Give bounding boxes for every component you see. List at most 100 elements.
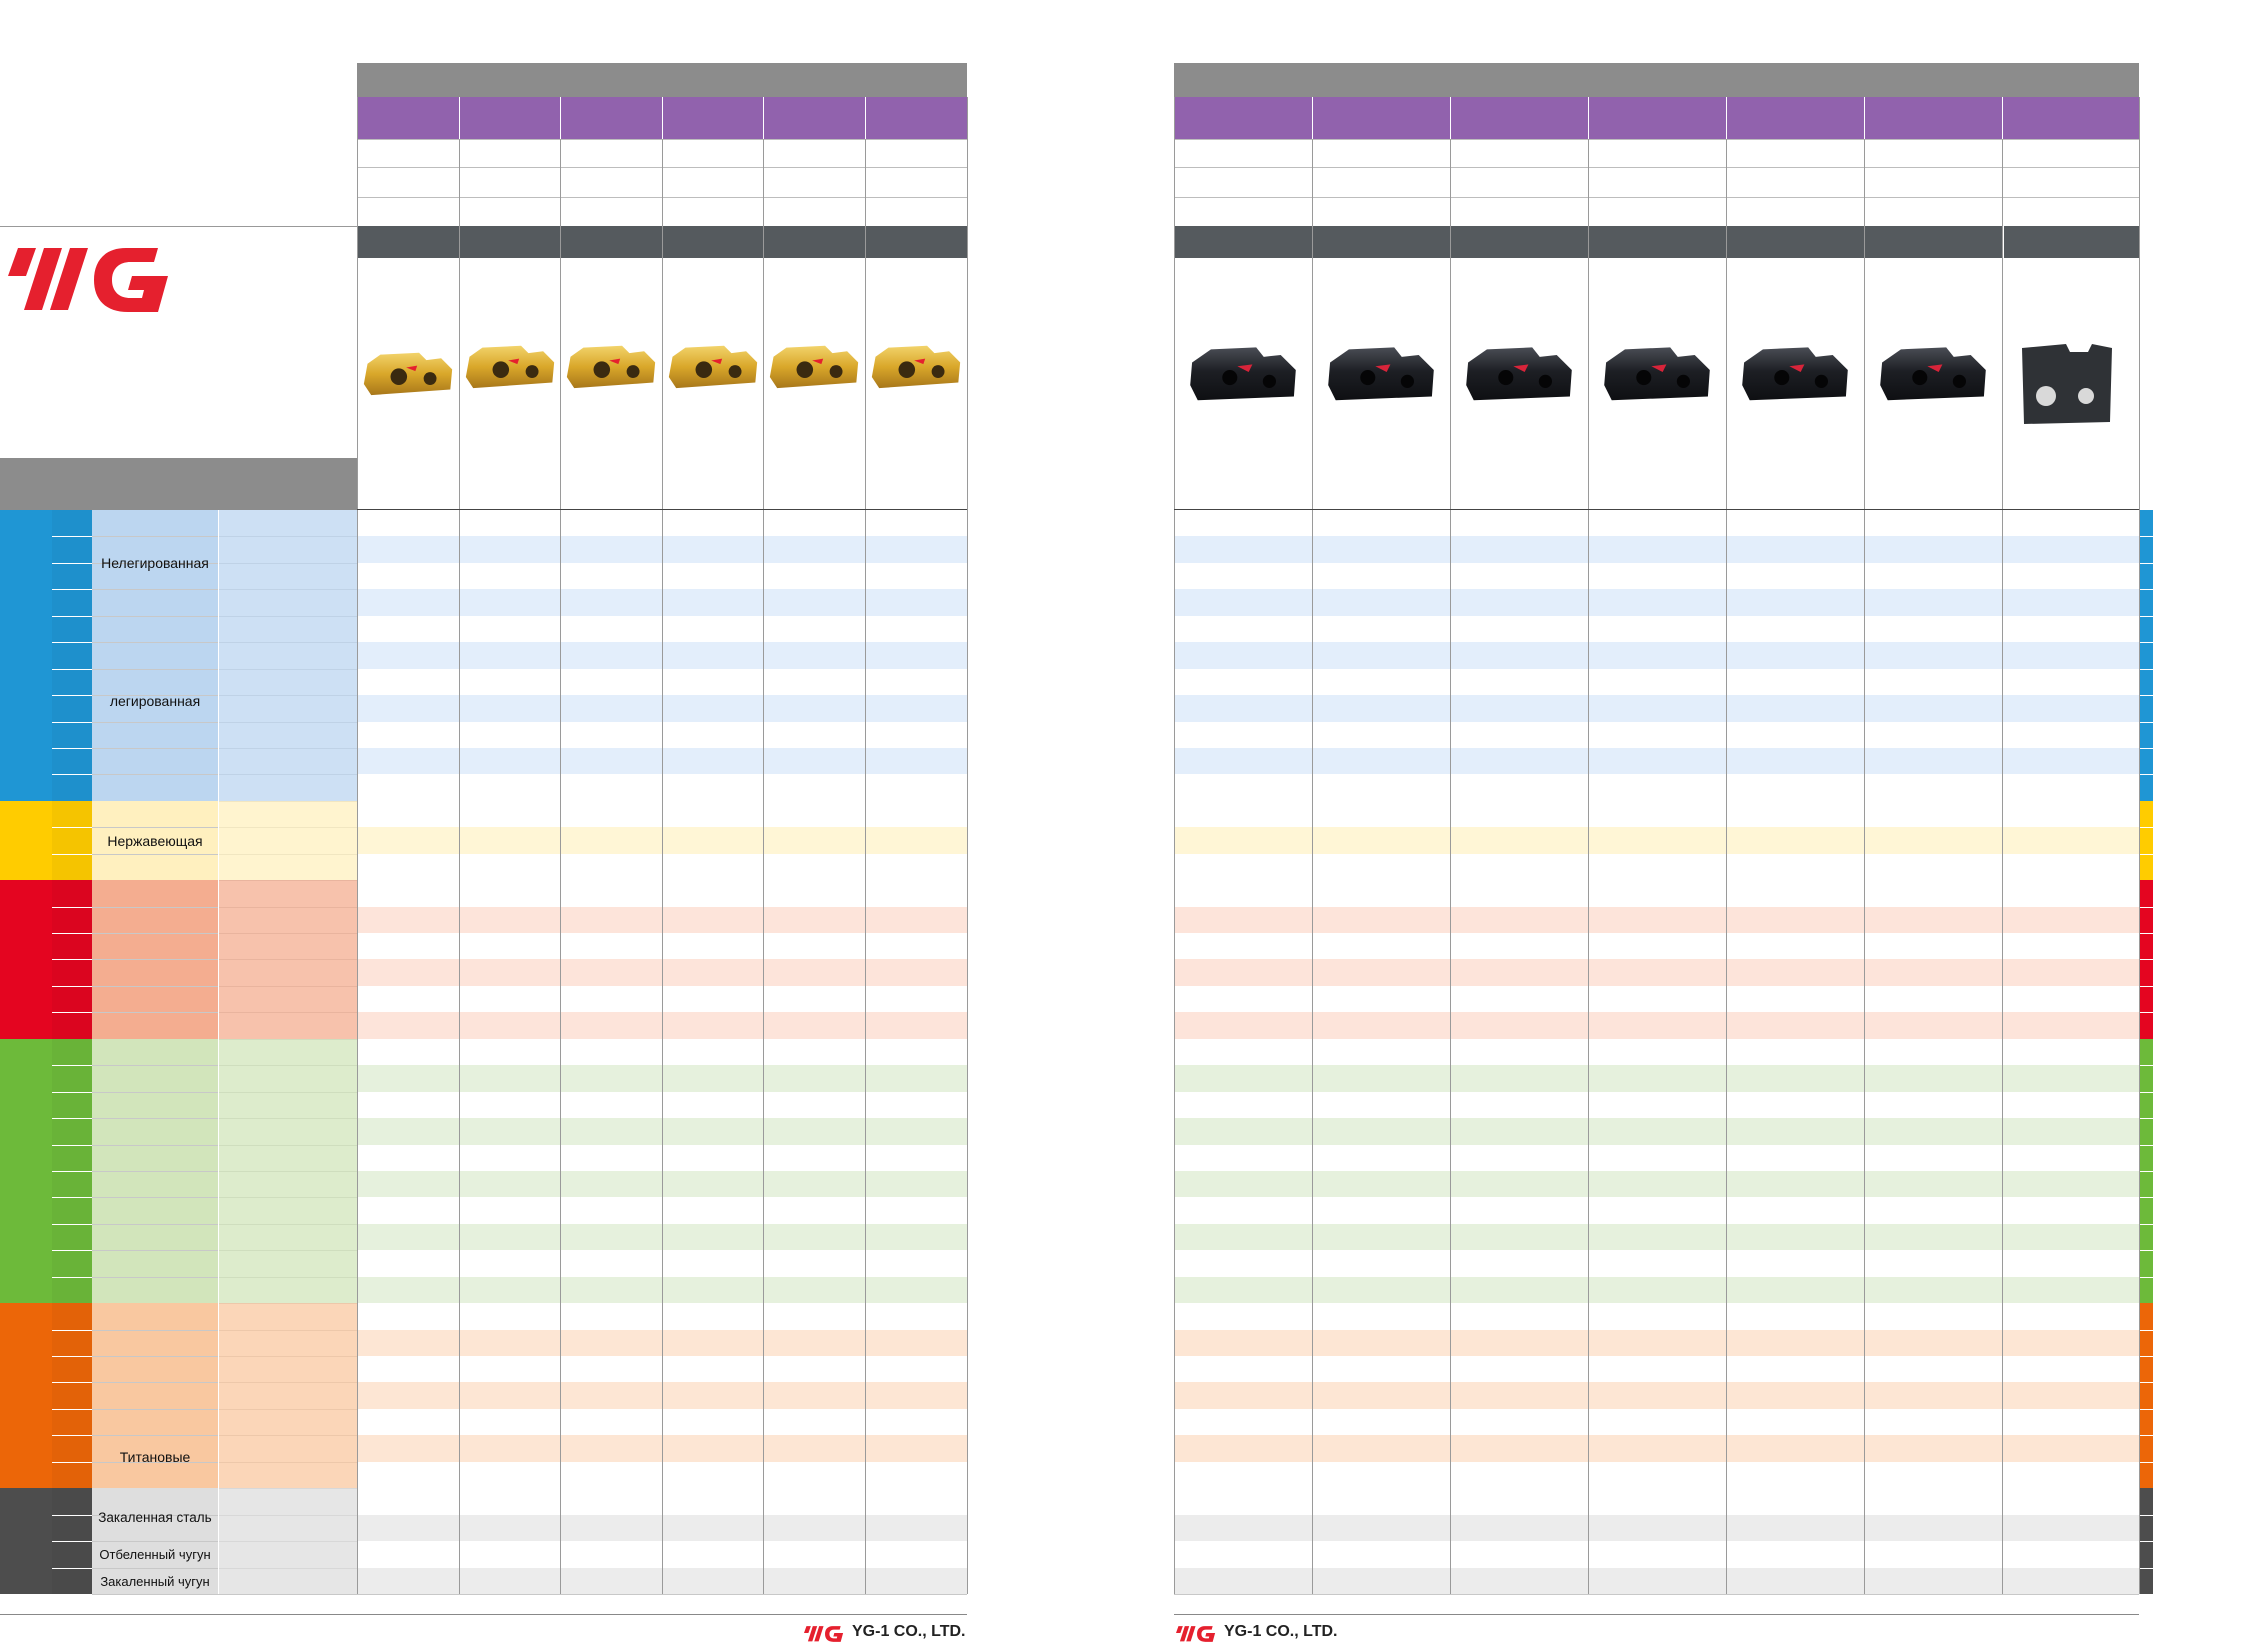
right-band-divider <box>2139 642 2153 644</box>
subband-divider <box>52 1118 92 1120</box>
black-insert-icon <box>1738 338 1852 409</box>
right-band-divider <box>2139 1065 2153 1067</box>
material-cell-S <box>92 1303 218 1489</box>
yg-small-logo-icon <box>804 1626 844 1642</box>
material-cell-N <box>92 1038 218 1304</box>
purple-sep-right <box>1450 97 1451 139</box>
purple-sep <box>763 97 764 139</box>
condition-cell <box>218 562 357 590</box>
category-band-N <box>0 1038 52 1304</box>
purple-sep-right <box>1588 97 1589 139</box>
right-data-row <box>1174 1382 2139 1409</box>
left-column-line <box>357 97 358 1594</box>
subband-divider <box>52 589 92 591</box>
condition-cell <box>218 1250 357 1277</box>
purple-sep <box>560 97 561 139</box>
right-data-row <box>1174 933 2139 960</box>
condition-cell <box>218 536 357 563</box>
right-band-divider <box>2139 562 2153 564</box>
right-band-divider <box>2139 589 2153 591</box>
right-band-divider <box>2139 985 2153 987</box>
right-data-row <box>1174 1276 2139 1304</box>
condition-cell <box>218 642 357 669</box>
subband-divider <box>52 1594 92 1595</box>
condition-cell <box>218 1514 357 1542</box>
category-band-K <box>0 880 52 1039</box>
grey-insert-icon <box>2016 338 2116 433</box>
right-data-row <box>1174 642 2139 669</box>
right-band-divider <box>2139 1276 2153 1278</box>
right-data-row <box>1174 510 2139 537</box>
right-band-divider <box>2139 1408 2153 1410</box>
purple-sep <box>662 97 663 139</box>
right-column-line <box>1726 97 1727 1594</box>
right-footer-company: YG-1 CO., LTD. <box>1224 1623 1338 1640</box>
right-band-divider <box>2139 1250 2153 1252</box>
right-data-row <box>1174 615 2139 643</box>
condition-cell <box>218 1144 357 1171</box>
subband-divider <box>52 1170 92 1172</box>
right-band-divider <box>2139 1197 2153 1199</box>
right-data-row <box>1174 1329 2139 1357</box>
right-data-row <box>1174 1303 2139 1330</box>
right-data-row <box>1174 1567 2139 1594</box>
yg-logo-icon <box>8 248 168 312</box>
condition-cell <box>218 1303 357 1330</box>
black-insert-icon <box>1186 338 1300 409</box>
subband-divider <box>52 1144 92 1146</box>
black-insert-icon <box>1600 338 1714 409</box>
right-data-row <box>1174 1091 2139 1119</box>
right-band-divider <box>2139 1567 2153 1569</box>
right-data-row <box>1174 1065 2139 1092</box>
right-category-band-N <box>2139 1038 2153 1304</box>
condition-cell <box>218 747 357 775</box>
left-column-line <box>560 97 561 1594</box>
right-data-row <box>1174 1461 2139 1489</box>
table-top-line <box>357 509 967 510</box>
right-band-divider <box>2139 668 2153 670</box>
condition-cell <box>218 589 357 616</box>
subband-divider <box>52 1567 92 1569</box>
right-band-divider <box>2139 695 2153 697</box>
right-data-row <box>1174 721 2139 748</box>
yg1-logo <box>8 244 188 316</box>
right-data-row <box>1174 1144 2139 1171</box>
condition-cell <box>218 1170 357 1198</box>
right-band-divider <box>2139 827 2153 829</box>
right-column-line <box>1864 97 1865 1594</box>
material-label-stainless: Нержавеющая <box>107 833 203 849</box>
subband-divider <box>52 1223 92 1225</box>
right-data-row <box>1174 1408 2139 1436</box>
material-cell-P <box>92 510 218 801</box>
condition-cell <box>218 1038 357 1066</box>
right-data-row <box>1174 1118 2139 1145</box>
left-column-line <box>662 97 663 1594</box>
right-footer-logo <box>1176 1625 1220 1648</box>
material-cell-M <box>92 800 218 881</box>
right-band-divider <box>2139 1356 2153 1358</box>
right-column-line <box>1588 97 1589 1594</box>
right-data-row <box>1174 1012 2139 1039</box>
header-row-line-right <box>1174 167 2139 168</box>
gold-insert-icon <box>464 338 556 399</box>
left-column-line <box>459 97 460 1594</box>
purple-sep-right <box>1312 97 1313 139</box>
left-column-line <box>865 97 866 1594</box>
left-column-line <box>967 97 968 1594</box>
subband-divider <box>52 1197 92 1199</box>
right-band-divider <box>2139 1329 2153 1331</box>
condition-cell <box>218 695 357 722</box>
condition-cell <box>218 1408 357 1436</box>
right-band-divider <box>2139 959 2153 961</box>
material-label-hardened-cast-iron: Закаленный чугун <box>100 1573 210 1589</box>
right-data-row <box>1174 1488 2139 1515</box>
condition-cell <box>218 721 357 748</box>
condition-cell <box>218 1091 357 1119</box>
subband-divider <box>52 1012 92 1014</box>
right-category-band-P <box>2139 510 2153 801</box>
right-data-row <box>1174 800 2139 828</box>
condition-cell <box>218 906 357 934</box>
condition-cell <box>218 1435 357 1462</box>
subband-divider <box>52 615 92 617</box>
right-data-row <box>1174 1356 2139 1383</box>
